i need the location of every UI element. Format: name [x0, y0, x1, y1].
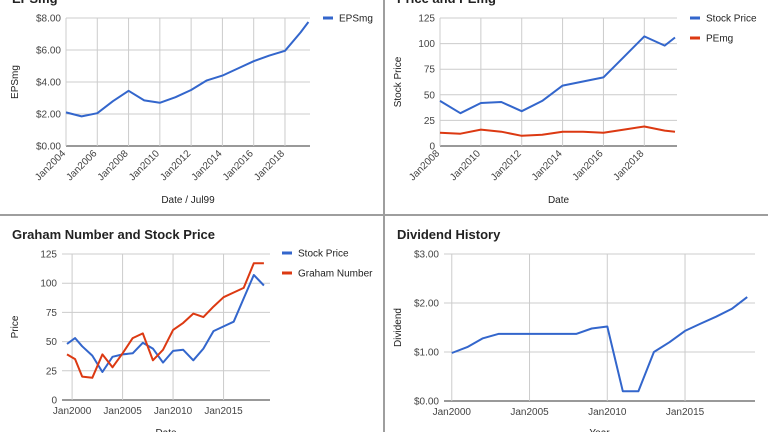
y-axis-title: EPSmg — [10, 65, 21, 99]
x-tick-label: Jan2015 — [666, 407, 705, 418]
x-tick-label: Jan2014 — [530, 148, 565, 183]
y-tick-label: 25 — [424, 116, 436, 127]
x-tick-label: Jan2016 — [571, 148, 606, 183]
y-tick-label: $0.00 — [414, 397, 439, 408]
legend-label: Stock Price — [298, 249, 349, 260]
x-tick-label: Jan2010 — [127, 148, 162, 183]
x-tick-label: Jan2016 — [221, 148, 256, 183]
x-axis-title: Date — [155, 428, 177, 432]
x-axis-title: Year — [589, 428, 610, 432]
x-tick-label: Jan2012 — [489, 148, 524, 183]
y-tick-label: $2.00 — [414, 299, 439, 310]
series-line-1 — [66, 262, 264, 379]
y-axis-title: Price — [10, 315, 21, 338]
legend-label: EPSmg — [339, 14, 373, 25]
y-tick-label: 100 — [40, 279, 57, 290]
chart-panel-eps: EPSmg$0.00$2.00$4.00$6.00$8.00Jan2004Jan… — [0, 0, 383, 214]
y-tick-label: $4.00 — [36, 78, 61, 89]
x-tick-label: Jan2014 — [190, 148, 225, 183]
series-line-0 — [451, 296, 748, 393]
y-tick-label: 50 — [46, 337, 58, 348]
x-tick-label: Jan2004 — [33, 148, 68, 183]
x-tick-label: Jan2018 — [612, 148, 647, 183]
y-tick-label: 125 — [40, 250, 57, 261]
x-tick-label: Jan2018 — [252, 148, 287, 183]
x-tick-label: Jan2000 — [53, 406, 92, 417]
chart-title: Graham Number and Stock Price — [12, 227, 215, 242]
y-tick-label: 0 — [51, 396, 57, 407]
y-tick-label: 50 — [424, 90, 436, 101]
x-tick-label: Jan2012 — [158, 148, 193, 183]
x-tick-label: Jan2010 — [448, 148, 483, 183]
x-axis-title: Date — [548, 195, 570, 206]
series-line-1 — [439, 125, 676, 137]
horizontal-divider — [0, 214, 768, 216]
y-tick-label: 0 — [429, 142, 435, 153]
y-tick-label: $6.00 — [36, 46, 61, 57]
y-tick-label: 75 — [46, 308, 58, 319]
x-tick-label: Jan2005 — [103, 406, 142, 417]
chart-svg-price-pe: Price and PEmg0255075100125Jan2008Jan201… — [393, 0, 757, 206]
y-axis-title: Stock Price — [393, 56, 404, 107]
chart-panel-dividend: Dividend History $0.00 $1.00 $2.00 $3.00 Jan2… — [385, 216, 768, 432]
chart-title: EPSmg — [12, 0, 58, 6]
x-axis-title: Date / Jul99 — [161, 195, 215, 206]
x-tick-label: Jan2000 — [433, 407, 472, 418]
x-tick-label: Jan2015 — [204, 406, 243, 417]
chart-title: Dividend History — [397, 227, 501, 242]
x-tick-label: Jan2010 — [588, 407, 627, 418]
series-line-0 — [65, 21, 310, 118]
vertical-divider — [383, 0, 385, 432]
legend-label: PEmg — [706, 34, 733, 45]
x-tick-label: Jan2008 — [96, 148, 131, 183]
series-line-0 — [439, 35, 676, 115]
chart-panel-price-pe: Price and PEmg0255075100125Jan2008Jan201… — [385, 0, 768, 214]
x-tick-label: Jan2005 — [510, 407, 549, 418]
y-tick-label: $1.00 — [414, 348, 439, 359]
y-axis-title: Dividend — [393, 308, 404, 347]
y-tick-label: 75 — [424, 65, 436, 76]
y-tick-label: $3.00 — [414, 250, 439, 261]
chart-title: Price and PEmg — [397, 0, 496, 6]
y-tick-label: 25 — [46, 366, 58, 377]
chart-svg-graham: Graham Number and Stock Price 0 25 50 75 100 1… — [10, 227, 373, 432]
series-line-0 — [66, 274, 265, 373]
chart-svg-dividend: Dividend History $0.00 $1.00 $2.00 $3.00 Jan2… — [393, 227, 755, 432]
chart-panel-graham: Graham Number and Stock Price 0 25 50 75 100 1… — [0, 216, 383, 432]
legend-label: Stock Price — [706, 14, 757, 25]
x-tick-label: Jan2006 — [64, 148, 99, 183]
x-tick-label: Jan2010 — [154, 406, 193, 417]
y-tick-label: $0.00 — [36, 142, 61, 153]
chart-svg-eps: EPSmg$0.00$2.00$4.00$6.00$8.00Jan2004Jan… — [10, 0, 373, 206]
y-tick-label: $2.00 — [36, 110, 61, 121]
x-tick-label: Jan2008 — [407, 148, 442, 183]
y-tick-label: 125 — [418, 14, 435, 25]
legend-label: Graham Number — [298, 269, 373, 280]
y-tick-label: 100 — [418, 39, 435, 50]
y-tick-label: $8.00 — [36, 14, 61, 25]
